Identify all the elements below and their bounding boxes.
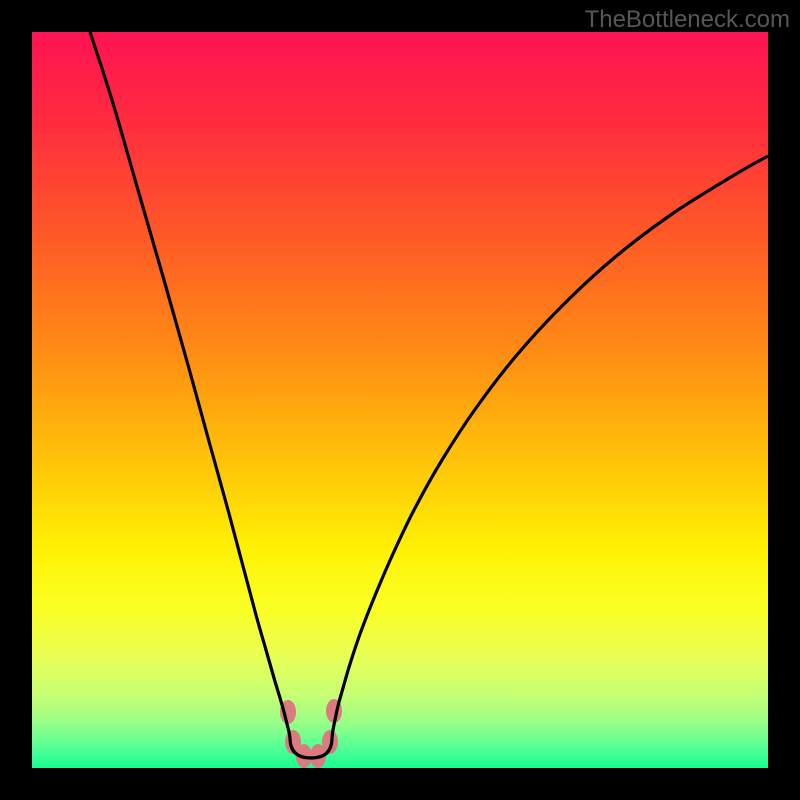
plot-gradient-background: [32, 32, 768, 768]
bottleneck-chart: [0, 0, 800, 800]
watermark-text: TheBottleneck.com: [585, 6, 790, 34]
